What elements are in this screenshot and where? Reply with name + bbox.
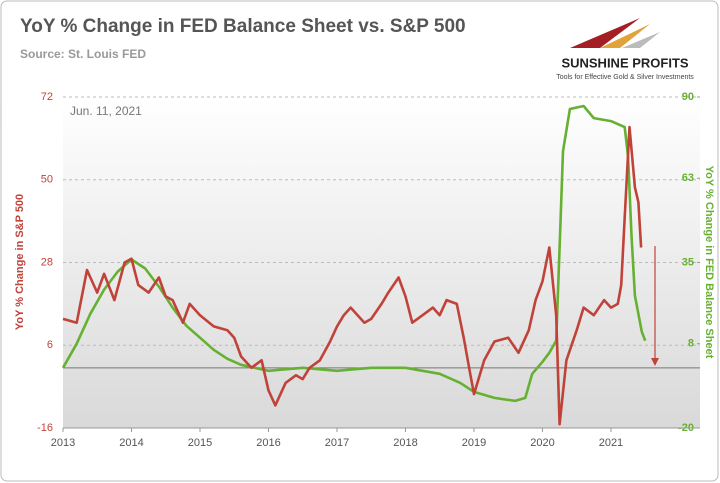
x-tick-label: 2018 bbox=[393, 437, 417, 449]
annotation: Jun. 11, 2021 bbox=[70, 104, 142, 118]
y-tick-label: 72 bbox=[41, 91, 53, 103]
x-tick-label: 2016 bbox=[256, 437, 280, 449]
arrow-head bbox=[651, 358, 659, 366]
logo-name: SUNSHINE PROFITS bbox=[561, 55, 688, 70]
logo-ray bbox=[570, 18, 640, 48]
x-tick-label: 2021 bbox=[599, 437, 623, 449]
y-axis-label: YoY % Change in S&P 500 bbox=[14, 194, 26, 330]
y2-tick-label: 63 bbox=[682, 172, 694, 184]
y2-tick-label: 90 bbox=[682, 91, 694, 103]
x-tick-label: 2014 bbox=[119, 437, 143, 449]
logo-ray bbox=[622, 32, 660, 48]
y-tick-label: -16 bbox=[37, 422, 53, 434]
y2-tick-label: 35 bbox=[682, 256, 694, 268]
chart-title: YoY % Change in FED Balance Sheet vs. S&… bbox=[20, 16, 466, 37]
logo-ray bbox=[600, 24, 650, 48]
x-tick-label: 2013 bbox=[51, 437, 75, 449]
x-tick-label: 2017 bbox=[325, 437, 349, 449]
y2-axis-label: YoY % Change in FED Balance Sheet bbox=[703, 166, 715, 359]
x-tick-label: 2019 bbox=[462, 437, 486, 449]
series-line bbox=[62, 125, 643, 426]
x-tick-label: 2015 bbox=[188, 437, 212, 449]
logo: SUNSHINE PROFITS Tools for Effective Gol… bbox=[556, 18, 694, 81]
subtitle: Source: St. Louis FED bbox=[20, 47, 146, 61]
series-line bbox=[61, 104, 647, 403]
y-tick-label: 6 bbox=[47, 339, 53, 351]
y2-tick-label: 8 bbox=[688, 338, 694, 350]
logo-tagline: Tools for Effective Gold & Silver Invest… bbox=[556, 74, 694, 81]
y-tick-label: 28 bbox=[41, 256, 53, 268]
y-tick-label: 50 bbox=[41, 174, 53, 186]
x-tick-label: 2020 bbox=[530, 437, 554, 449]
